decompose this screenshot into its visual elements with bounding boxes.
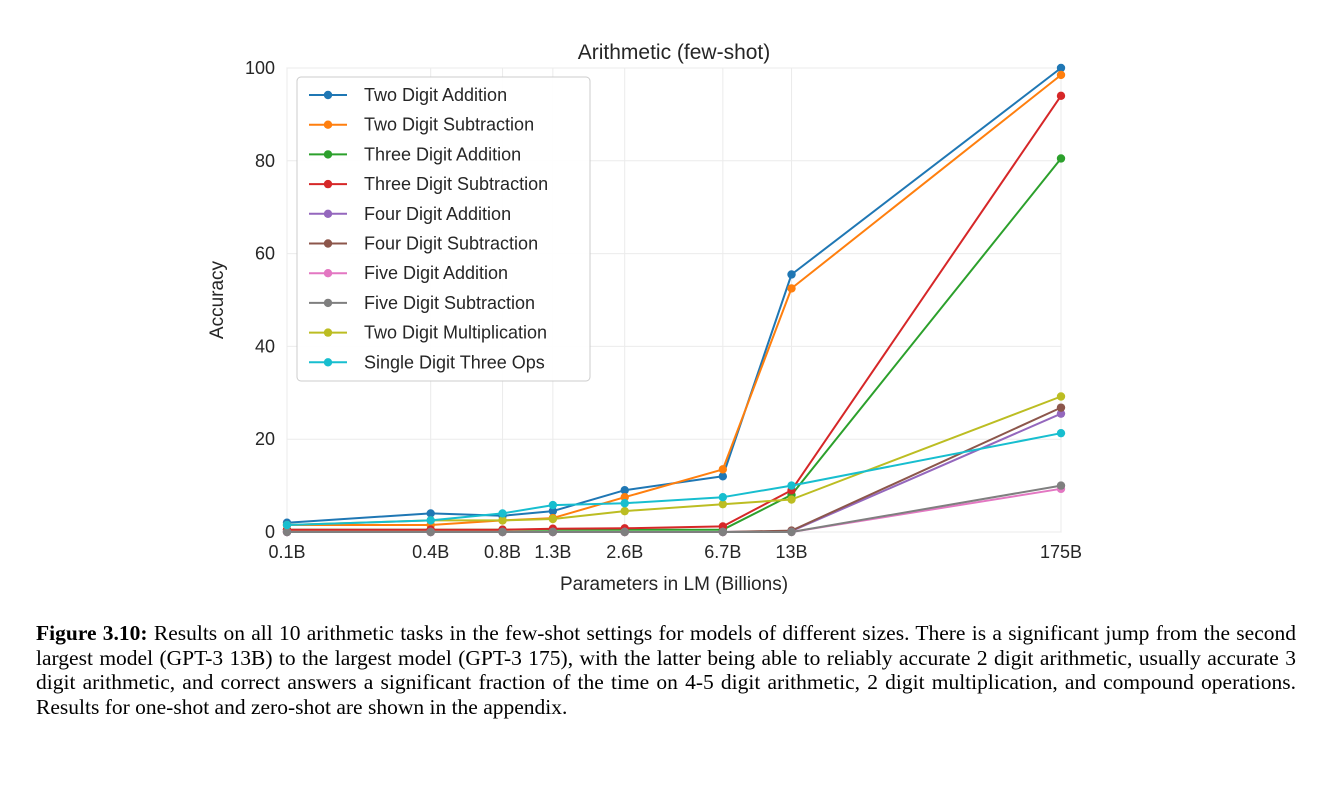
legend-label: Two Digit Addition [364, 85, 507, 105]
y-tick-label: 60 [255, 244, 275, 264]
x-tick-label: 0.8B [484, 542, 521, 562]
data-point [498, 509, 507, 518]
data-point [787, 284, 796, 293]
data-point [498, 516, 507, 525]
chart-title: Arithmetic (few-shot) [578, 41, 771, 64]
series-line [287, 484, 1062, 533]
data-point [1056, 403, 1066, 412]
series-group [282, 481, 1066, 537]
y-tick-label: 0 [265, 522, 275, 542]
data-point [718, 493, 728, 502]
legend: Two Digit Addition Two Digit Subtraction T… [296, 76, 591, 382]
data-point [548, 506, 558, 516]
legend-label: Five Digit Subtraction [364, 293, 535, 313]
x-axis-label: Parameters in LM (Billions) [560, 574, 788, 595]
legend-swatch-marker [323, 298, 333, 308]
data-point [620, 499, 629, 508]
legend-swatch-marker [323, 120, 333, 129]
y-tick-label: 40 [255, 336, 275, 356]
data-point [620, 493, 629, 502]
data-point [426, 516, 435, 525]
data-point [1056, 409, 1066, 418]
legend-swatch-marker [323, 328, 333, 337]
data-point [282, 520, 292, 530]
data-point [426, 509, 435, 518]
data-point [1056, 91, 1066, 101]
caption-label: Figure 3.10: [36, 621, 148, 645]
series-group [282, 392, 1066, 530]
legend-swatch-marker [323, 239, 333, 248]
data-point [548, 514, 558, 524]
legend-label: Single Digit Three Ops [364, 352, 545, 372]
legend-label: Five Digit Addition [364, 263, 508, 283]
y-tick-label: 100 [245, 58, 275, 78]
x-tick-label: 13B [776, 542, 808, 562]
data-point [718, 472, 728, 481]
series-line [286, 432, 1062, 526]
data-point [1056, 428, 1066, 438]
axis-ticks: 0.1B 0.4B 0.8B 1.3B 2.6B 6.7B 13B 175B 0 20 40 60 80… [245, 58, 1082, 562]
data-point [787, 270, 796, 279]
series-line [287, 95, 1062, 531]
figure-caption: Figure 3.10: Results on all 10 arithmeti… [36, 621, 1296, 719]
series-line [286, 395, 1062, 526]
legend-box [296, 76, 591, 382]
data-point [548, 500, 558, 510]
data-point [498, 527, 507, 537]
legend-label: Three Digit Addition [364, 144, 521, 164]
x-tick-label: 175B [1040, 542, 1082, 562]
data-point [718, 499, 728, 509]
y-tick-label: 80 [255, 151, 275, 171]
data-point [620, 486, 629, 495]
legend-label: Two Digit Subtraction [364, 115, 534, 135]
data-point [718, 527, 728, 537]
data-point [282, 527, 292, 537]
series-lines [282, 63, 1066, 537]
legend-swatch-marker [323, 209, 333, 218]
data-point [787, 527, 796, 537]
data-point [620, 527, 629, 537]
series-group [282, 428, 1066, 530]
x-tick-label: 1.3B [534, 542, 571, 562]
legend-label: Three Digit Subtraction [364, 174, 548, 194]
data-point [787, 481, 796, 490]
x-tick-label: 0.1B [268, 542, 305, 562]
data-point [1056, 63, 1066, 73]
data-point [426, 527, 435, 537]
data-point [787, 495, 796, 504]
x-tick-label: 2.6B [606, 542, 643, 562]
caption-text: Results on all 10 arithmetic tasks in th… [36, 621, 1297, 719]
legend-swatch-marker [323, 269, 333, 278]
data-point [1056, 70, 1066, 80]
data-point [718, 465, 728, 474]
data-point [548, 527, 558, 537]
y-tick-label: 20 [255, 429, 275, 449]
legend-label: Four Digit Subtraction [364, 234, 538, 254]
data-point [1056, 392, 1066, 401]
legend-label: Two Digit Multiplication [364, 323, 547, 343]
legend-label: Four Digit Addition [364, 204, 511, 224]
arithmetic-line-chart: 0.1B 0.4B 0.8B 1.3B 2.6B 6.7B 13B 175B 0 20 40 60 80… [207, 41, 1082, 595]
legend-swatch-marker [323, 90, 333, 100]
x-tick-label: 0.4B [412, 542, 449, 562]
data-point [1056, 154, 1066, 163]
data-point [1056, 481, 1066, 490]
legend-swatch-marker [323, 179, 333, 189]
legend-swatch-marker [323, 358, 333, 367]
y-axis-label: Accuracy [207, 260, 228, 339]
x-tick-label: 6.7B [704, 542, 741, 562]
legend-swatch-marker [323, 150, 333, 159]
data-point [620, 506, 629, 516]
series-line [287, 74, 1062, 526]
series-line [286, 67, 1062, 524]
